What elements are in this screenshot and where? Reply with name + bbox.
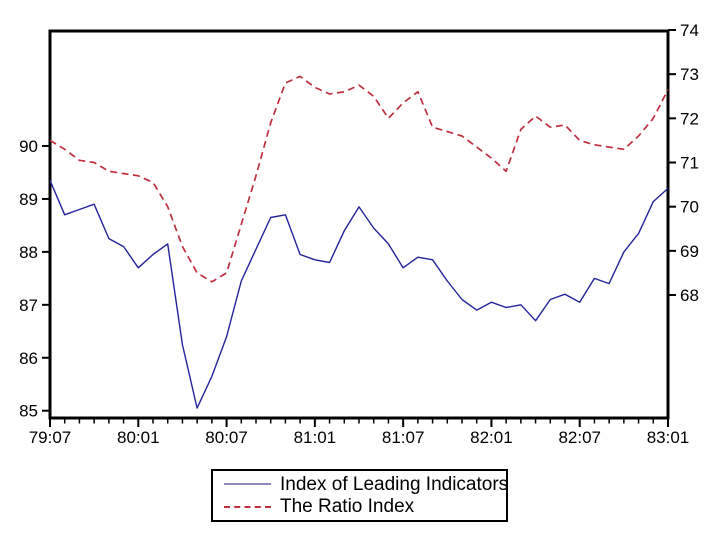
x-axis-tick-label: 82:01 [470, 428, 513, 447]
left-axis-tick-label: 88 [19, 243, 38, 262]
legend-item-leading-indicators: Index of Leading Indicators [224, 473, 509, 495]
legend-line-sample-solid [224, 483, 271, 486]
left-axis-tick-label: 87 [19, 296, 38, 315]
legend-item-ratio-index: The Ratio Index [224, 497, 506, 516]
x-axis-tick-label: 81:07 [382, 428, 425, 447]
series-line-ratio-index [49, 75, 669, 283]
right-axis-tick-label: 72 [680, 109, 699, 128]
x-axis-tick-label: 80:07 [205, 428, 248, 447]
left-axis-tick-label: 89 [19, 190, 38, 209]
legend-label-leading-indicators: Index of Leading Indicators [280, 473, 509, 495]
x-axis-tick-label: 83:01 [647, 428, 690, 447]
right-axis-tick-label: 73 [680, 65, 699, 84]
x-axis-tick-label: 79:07 [29, 428, 72, 447]
x-axis-tick-label: 81:01 [294, 428, 337, 447]
series-line-leading-indicators [49, 180, 669, 409]
left-axis-tick-label: 85 [19, 402, 38, 421]
legend-label-ratio-index: The Ratio Index [280, 496, 415, 518]
plot-frame [48, 29, 670, 420]
right-axis-tick-label: 68 [680, 286, 699, 305]
x-axis-tick-label: 82:07 [558, 428, 601, 447]
left-axis-tick-label: 86 [19, 349, 38, 368]
left-axis-tick-label: 90 [19, 137, 38, 156]
right-axis-tick-label: 74 [680, 21, 699, 40]
legend: Index of Leading Indicators The Ratio In… [211, 469, 508, 522]
right-axis-tick-label: 70 [680, 198, 699, 217]
right-axis-tick-label: 71 [680, 154, 699, 173]
x-axis-tick-label: 80:01 [117, 428, 160, 447]
right-axis-tick-label: 69 [680, 242, 699, 261]
legend-line-sample-dashed [224, 505, 271, 508]
